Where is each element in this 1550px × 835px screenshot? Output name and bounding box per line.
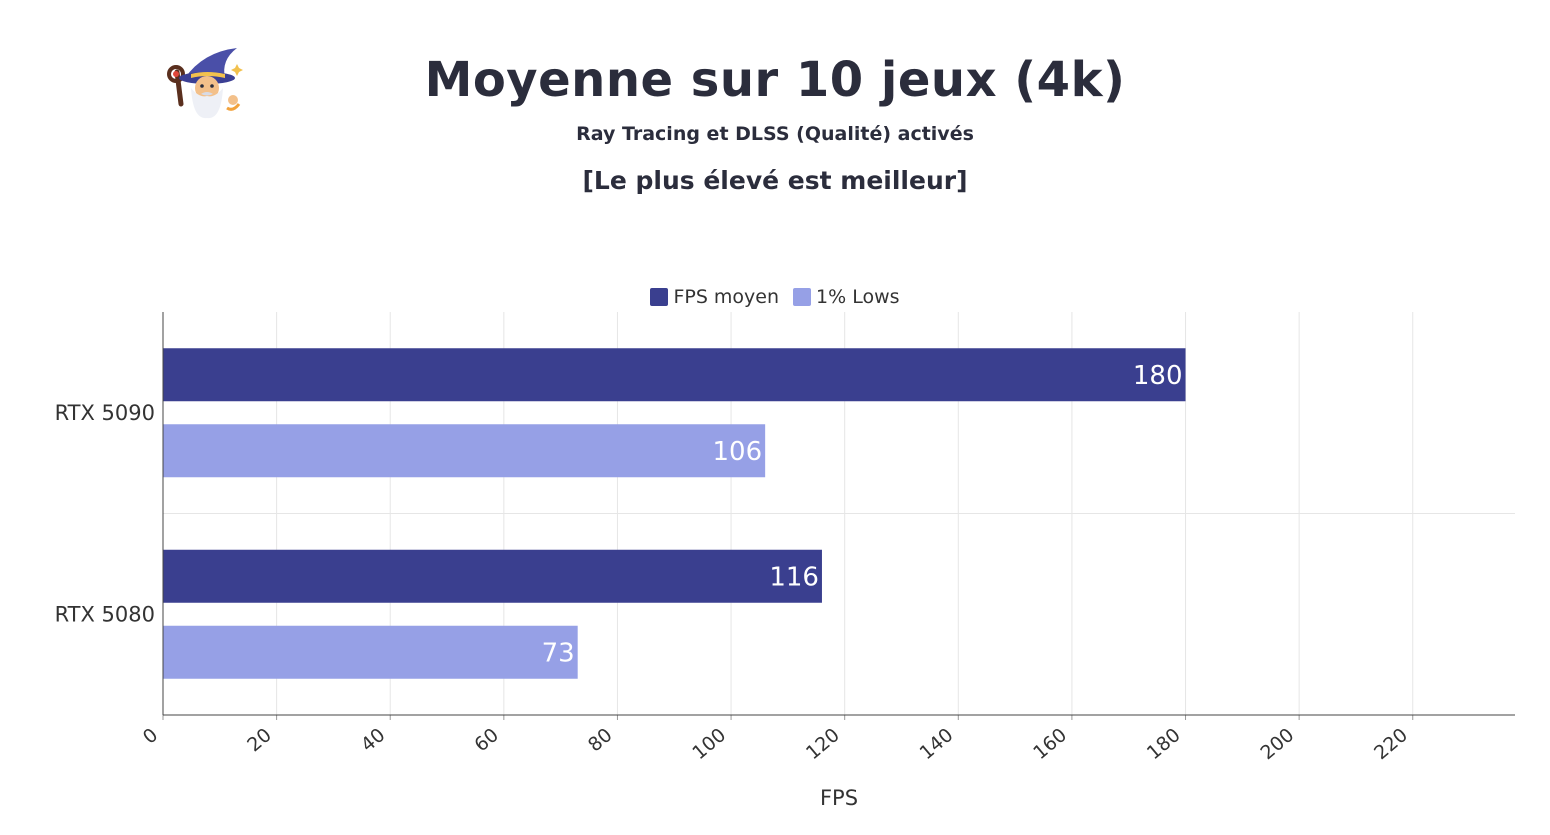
- x-tick-label: 120: [802, 724, 844, 764]
- x-tick-label: 60: [470, 724, 503, 756]
- legend-item-fps-moyen[interactable]: FPS moyen: [650, 286, 779, 308]
- x-tick-label: 180: [1143, 724, 1185, 764]
- x-tick-label: 200: [1256, 724, 1298, 764]
- y-category-label: RTX 5090: [55, 401, 155, 425]
- bar: [163, 348, 1186, 402]
- bar: [163, 424, 766, 478]
- bar-value-label: 106: [713, 437, 763, 467]
- x-tick-label: 140: [916, 724, 958, 764]
- x-tick-label: 100: [688, 724, 730, 764]
- wizard-logo: [163, 42, 247, 122]
- bar-value-label: 180: [1133, 361, 1183, 391]
- legend-swatch-fps-moyen: [650, 288, 669, 306]
- legend-label-lows: 1% Lows: [816, 286, 900, 308]
- x-axis-title: FPS: [820, 786, 858, 810]
- x-tick-label: 40: [357, 724, 390, 756]
- x-tick-label: 220: [1370, 724, 1412, 764]
- x-tick-label: 0: [139, 724, 162, 749]
- legend-label-fps-moyen: FPS moyen: [673, 286, 780, 308]
- chart-note: [Le plus élevé est meilleur]: [582, 166, 968, 195]
- y-category-label: RTX 5080: [55, 602, 155, 626]
- chart-title: Moyenne sur 10 jeux (4k): [424, 52, 1126, 108]
- bar-value-label: 73: [542, 638, 575, 668]
- x-tick-label: 80: [584, 724, 617, 756]
- bar-value-label: 116: [769, 562, 819, 592]
- legend: FPS moyen 1% Lows: [0, 286, 1550, 308]
- legend-item-lows[interactable]: 1% Lows: [793, 286, 900, 308]
- wizard-icon: [167, 48, 243, 119]
- bar: [163, 625, 578, 679]
- x-tick-label: 160: [1029, 724, 1071, 764]
- x-tick-label: 20: [243, 724, 276, 756]
- bar: [163, 549, 822, 603]
- chart-subtitle: Ray Tracing et DLSS (Qualité) activés: [576, 123, 974, 145]
- legend-swatch-lows: [793, 288, 812, 306]
